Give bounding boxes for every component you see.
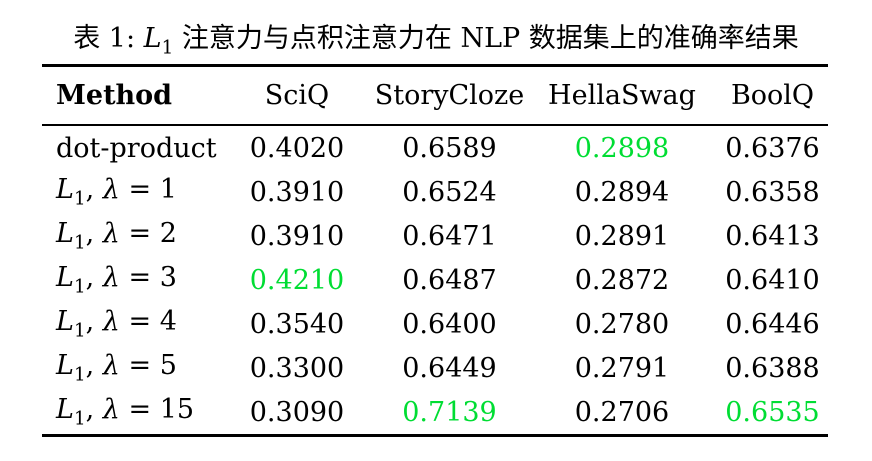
value-cell-hellaswag: 0.2894 (574, 176, 670, 208)
table-row-lambda-1: L1, λ = 1 0.3910 0.6524 0.2894 0.6358 (42, 170, 828, 214)
method-math-sub: 1 (73, 408, 86, 430)
method-separator: , (85, 394, 103, 426)
method-lambda-value: = 5 (119, 350, 177, 382)
method-math-sub: 1 (73, 276, 86, 298)
table-row-dot-product: dot-product 0.4020 0.6589 0.2898 0.6376 (42, 125, 828, 170)
value-cell-sciq: 0.4020 (249, 132, 345, 164)
value-cell-storycloze: 0.6487 (402, 264, 497, 296)
method-separator: , (85, 174, 103, 206)
method-math-L: L (56, 174, 74, 206)
method-lambda-value: = 1 (119, 174, 177, 206)
value-cell-sciq: 0.3910 (249, 220, 345, 252)
value-cell-sciq: 0.4210 (249, 264, 345, 296)
value-cell-sciq: 0.3910 (249, 176, 345, 208)
method-math-lambda: λ (102, 394, 120, 426)
method-math-L: L (56, 262, 74, 294)
method-lambda-value: = 2 (119, 218, 177, 250)
table-row-lambda-15: L1, λ = 15 0.3090 0.7139 0.2706 0.6535 (42, 390, 828, 437)
caption-math-var: L (143, 23, 162, 54)
value-cell-boolq: 0.6388 (725, 352, 820, 384)
method-cell: L1, λ = 4 (42, 302, 222, 346)
method-lambda-value: = 15 (119, 394, 195, 426)
results-table: Method SciQ StoryCloze HellaSwag BoolQ d… (42, 64, 828, 437)
value-cell-sciq: 0.3300 (249, 352, 345, 384)
method-math-lambda: λ (102, 218, 120, 250)
method-cell: L1, λ = 5 (42, 346, 222, 390)
method-cell: L1, λ = 2 (42, 214, 222, 258)
value-cell-storycloze: 0.6524 (402, 176, 497, 208)
column-header-method: Method (42, 64, 222, 126)
caption-math-sub: 1 (161, 37, 174, 59)
method-cell: L1, λ = 3 (42, 258, 222, 302)
method-math-L: L (56, 306, 74, 338)
method-math-sub: 1 (73, 188, 86, 210)
value-cell-storycloze: 0.6449 (402, 352, 497, 384)
table-row-lambda-4: L1, λ = 4 0.3540 0.6400 0.2780 0.6446 (42, 302, 828, 346)
value-cell-sciq: 0.3540 (249, 308, 345, 340)
column-header-hellaswag: HellaSwag (527, 64, 717, 126)
method-math-sub: 1 (73, 232, 86, 254)
method-separator: , (85, 350, 103, 382)
caption-label: 表 1: (73, 23, 144, 54)
table-row-lambda-3: L1, λ = 3 0.4210 0.6487 0.2872 0.6410 (42, 258, 828, 302)
method-lambda-value: = 3 (119, 262, 177, 294)
value-cell-boolq: 0.6413 (725, 220, 820, 252)
method-cell: L1, λ = 15 (42, 390, 222, 437)
column-header-boolq: BoolQ (717, 64, 828, 126)
value-cell-hellaswag: 0.2891 (574, 220, 670, 252)
caption-text: 注意力与点积注意力在 NLP 数据集上的准确率结果 (173, 23, 799, 54)
method-math-lambda: λ (102, 306, 120, 338)
method-math-lambda: λ (102, 350, 120, 382)
method-math-L: L (56, 394, 74, 426)
value-cell-hellaswag: 0.2706 (527, 390, 717, 437)
header-row: Method SciQ StoryCloze HellaSwag BoolQ (42, 64, 828, 126)
value-cell-boolq: 0.6376 (725, 132, 820, 164)
method-lambda-value: = 4 (119, 306, 177, 338)
method-math-L: L (56, 350, 74, 382)
method-math-lambda: λ (102, 262, 120, 294)
value-cell-boolq: 0.6358 (725, 176, 820, 208)
value-cell-sciq: 0.3090 (222, 390, 372, 437)
method-label: dot-product (56, 132, 217, 164)
table-row-lambda-2: L1, λ = 2 0.3910 0.6471 0.2891 0.6413 (42, 214, 828, 258)
value-cell-hellaswag: 0.2872 (574, 264, 670, 296)
value-cell-storycloze: 0.6589 (402, 132, 497, 164)
value-cell-hellaswag: 0.2791 (574, 352, 670, 384)
method-separator: , (85, 306, 103, 338)
table-row-lambda-5: L1, λ = 5 0.3300 0.6449 0.2791 0.6388 (42, 346, 828, 390)
value-cell-boolq: 0.6446 (725, 308, 820, 340)
method-math-sub: 1 (73, 364, 86, 386)
value-cell-boolq: 0.6535 (717, 390, 828, 437)
column-header-sciq: SciQ (222, 64, 372, 126)
value-cell-storycloze: 0.6400 (402, 308, 497, 340)
method-math-lambda: λ (102, 174, 120, 206)
value-cell-boolq: 0.6410 (725, 264, 820, 296)
table-caption: 表 1: L1 注意力与点积注意力在 NLP 数据集上的准确率结果 (0, 22, 872, 65)
value-cell-hellaswag: 0.2898 (574, 132, 670, 164)
value-cell-hellaswag: 0.2780 (574, 308, 670, 340)
method-cell: L1, λ = 1 (42, 170, 222, 214)
column-header-storycloze: StoryCloze (372, 64, 527, 126)
method-math-L: L (56, 218, 74, 250)
method-separator: , (85, 262, 103, 294)
method-math-sub: 1 (73, 320, 86, 342)
value-cell-storycloze: 0.7139 (372, 390, 527, 437)
value-cell-storycloze: 0.6471 (402, 220, 497, 252)
method-separator: , (85, 218, 103, 250)
method-cell: dot-product (42, 125, 222, 170)
